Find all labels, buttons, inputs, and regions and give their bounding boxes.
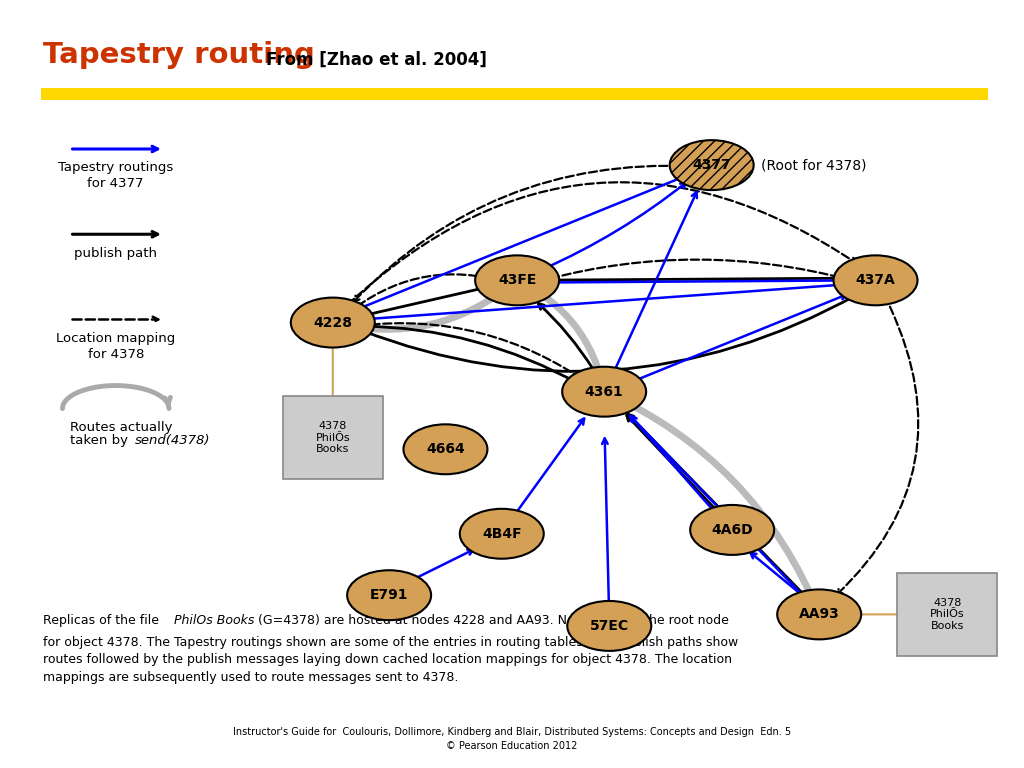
- Text: Replicas of the file: Replicas of the file: [43, 614, 167, 627]
- Ellipse shape: [460, 509, 544, 559]
- Text: 4A6D: 4A6D: [712, 523, 753, 537]
- Text: Location mapping
for 4378: Location mapping for 4378: [56, 332, 175, 361]
- Ellipse shape: [670, 140, 754, 190]
- Text: Routes actually: Routes actually: [70, 421, 172, 434]
- Text: PhilOs Books: PhilOs Books: [174, 614, 254, 627]
- Text: Tapestry routing: Tapestry routing: [43, 41, 315, 69]
- Text: (G=4378) are hosted at nodes 4228 and AA93. Node 4377 is the root node: (G=4378) are hosted at nodes 4228 and AA…: [258, 614, 729, 627]
- FancyBboxPatch shape: [897, 573, 997, 656]
- Text: taken by: taken by: [70, 434, 132, 447]
- Text: 57EC: 57EC: [590, 619, 629, 633]
- Text: for object 4378. The Tapestry routings shown are some of the entries in routing : for object 4378. The Tapestry routings s…: [43, 636, 738, 684]
- Ellipse shape: [347, 570, 431, 621]
- Text: 4361: 4361: [585, 385, 624, 399]
- FancyBboxPatch shape: [41, 88, 988, 100]
- Text: From [Zhao et al. 2004]: From [Zhao et al. 2004]: [266, 51, 487, 69]
- Text: AA93: AA93: [799, 607, 840, 621]
- Ellipse shape: [291, 298, 375, 348]
- Text: 4664: 4664: [426, 442, 465, 456]
- FancyBboxPatch shape: [283, 396, 383, 479]
- Text: 4378
PhilÕs
Books: 4378 PhilÕs Books: [930, 598, 965, 631]
- Text: 4B4F: 4B4F: [482, 527, 521, 541]
- Text: send(4378): send(4378): [135, 434, 211, 447]
- Ellipse shape: [834, 255, 918, 305]
- Ellipse shape: [475, 255, 559, 305]
- Text: (Root for 4378): (Root for 4378): [761, 158, 866, 172]
- Ellipse shape: [562, 367, 646, 416]
- Text: 43FE: 43FE: [498, 273, 537, 287]
- Ellipse shape: [403, 425, 487, 475]
- Text: 437A: 437A: [856, 273, 895, 287]
- Text: 4228: 4228: [313, 316, 352, 329]
- Text: Tapestry routings
for 4377: Tapestry routings for 4377: [58, 161, 173, 190]
- Ellipse shape: [567, 601, 651, 651]
- Text: 4377: 4377: [692, 158, 731, 172]
- Ellipse shape: [777, 590, 861, 639]
- Text: Instructor's Guide for  Coulouris, Dollimore, Kindberg and Blair, Distributed Sy: Instructor's Guide for Coulouris, Dollim…: [232, 727, 792, 751]
- Text: 4378
PhilÕs
Books: 4378 PhilÕs Books: [315, 421, 350, 455]
- Text: publish path: publish path: [74, 247, 158, 260]
- Text: E791: E791: [370, 588, 409, 602]
- Ellipse shape: [690, 505, 774, 554]
